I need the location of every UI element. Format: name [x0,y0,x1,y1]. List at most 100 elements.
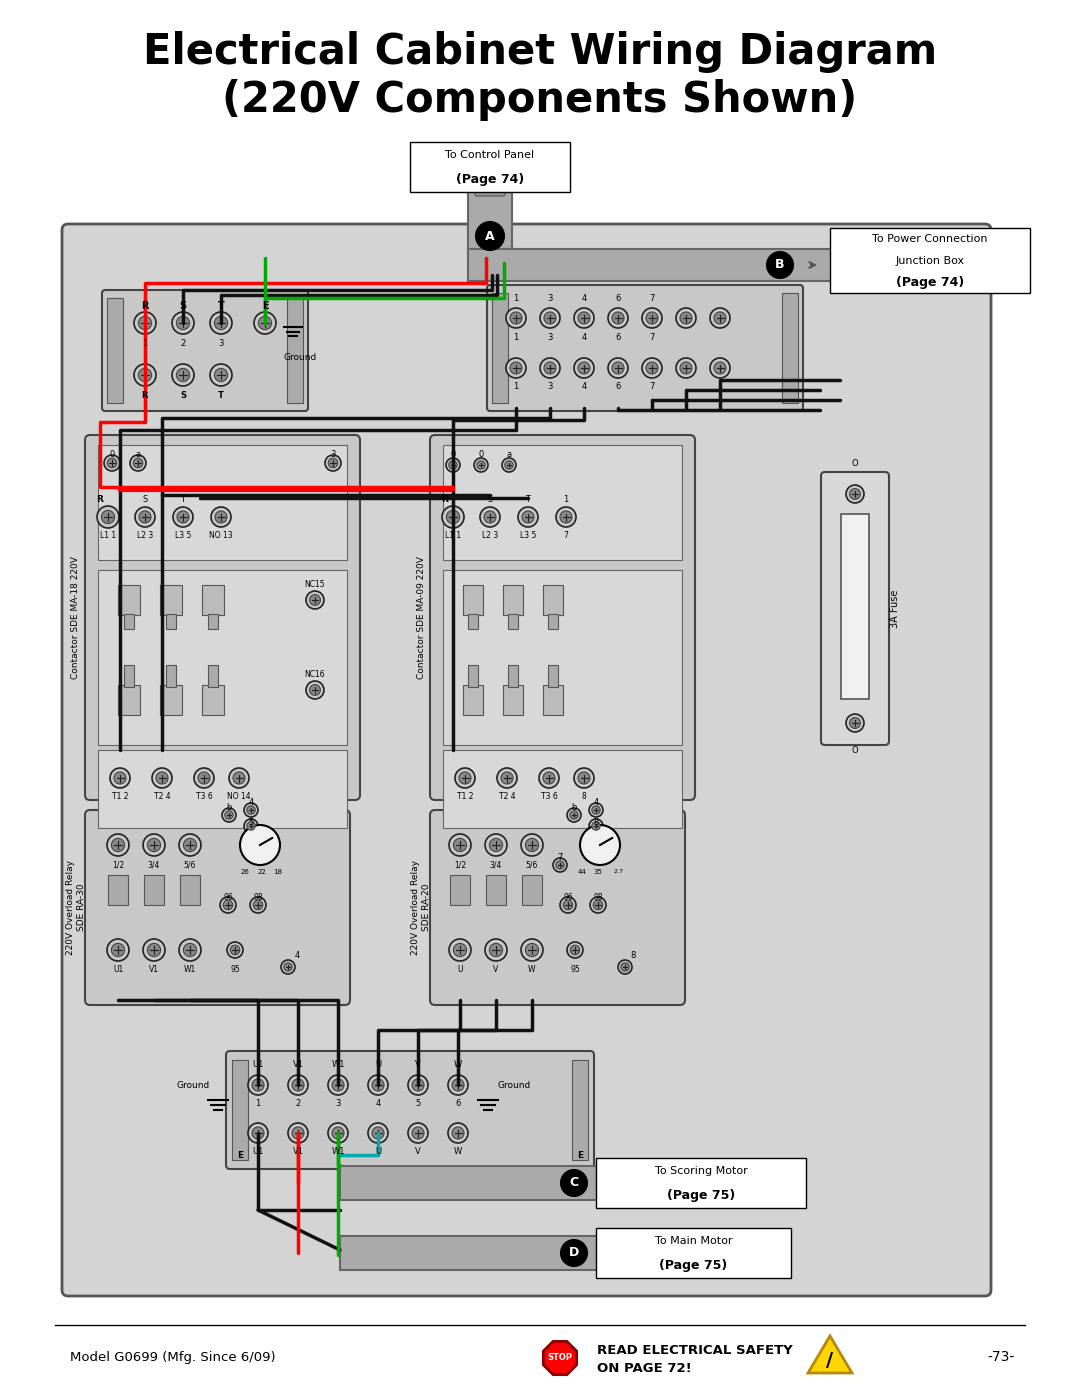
Text: 3: 3 [548,293,553,303]
Circle shape [222,807,237,821]
Text: To Power Connection: To Power Connection [873,233,988,244]
Bar [118,685,140,715]
Text: W1: W1 [184,965,197,974]
Text: a: a [507,450,512,460]
Bar [98,570,347,745]
Circle shape [561,1171,588,1196]
Text: (Page 75): (Page 75) [666,1189,735,1201]
Circle shape [846,485,864,503]
Bar [107,298,123,402]
Text: 35: 35 [594,869,603,875]
Text: 3: 3 [335,1099,340,1108]
Text: S: S [179,300,187,312]
Text: E: E [577,1151,583,1160]
Text: b: b [571,803,577,812]
Text: 2: 2 [180,339,186,348]
Text: (Page 74): (Page 74) [456,173,524,186]
Text: 98: 98 [253,893,262,902]
Circle shape [502,458,516,472]
Text: E: E [237,1151,243,1160]
Text: 1: 1 [513,332,518,342]
Text: L3 5: L3 5 [175,531,191,541]
Text: 0: 0 [478,450,484,460]
Circle shape [621,963,630,971]
Bar [98,446,347,560]
Text: To Control Panel: To Control Panel [445,149,535,159]
Text: NO 14: NO 14 [227,792,251,800]
Text: O: O [852,460,859,468]
Circle shape [608,358,627,379]
Bar [98,750,347,828]
Circle shape [544,362,556,374]
Text: R: R [141,391,148,400]
Circle shape [156,773,168,784]
Text: (Page 74): (Page 74) [896,275,964,289]
Text: 96: 96 [224,893,233,902]
Circle shape [328,1076,348,1095]
Circle shape [714,312,726,324]
Bar [340,1236,598,1270]
Bar [543,585,563,615]
Circle shape [288,1076,308,1095]
Text: W: W [454,1147,462,1155]
Text: NC15: NC15 [305,580,325,590]
Circle shape [556,507,576,527]
Text: T1 2: T1 2 [111,792,129,800]
Text: To Main Motor: To Main Motor [654,1235,732,1246]
Circle shape [850,718,861,728]
Circle shape [244,803,258,817]
Circle shape [254,312,276,334]
Circle shape [476,222,504,250]
Circle shape [252,1127,264,1139]
Circle shape [179,939,201,961]
Circle shape [454,838,467,852]
Circle shape [114,773,126,784]
Text: 8: 8 [593,819,598,827]
Circle shape [510,362,522,374]
Bar [144,875,164,905]
Circle shape [561,1241,588,1266]
Circle shape [642,307,662,328]
Circle shape [543,773,555,784]
Circle shape [525,838,539,852]
Text: 1: 1 [143,339,148,348]
Text: L2 3: L2 3 [137,531,153,541]
Circle shape [501,773,513,784]
Text: 1/2: 1/2 [454,861,467,869]
Polygon shape [543,1341,577,1375]
Circle shape [589,819,603,833]
Text: Contactor SDE MA-18 220V: Contactor SDE MA-18 220V [71,556,81,679]
Bar [166,665,176,687]
Bar [443,570,681,745]
Text: Contactor SDE MA-09 220V: Contactor SDE MA-09 220V [417,556,426,679]
Text: 1: 1 [513,293,518,303]
Bar [202,585,224,615]
Circle shape [540,358,561,379]
Circle shape [411,1078,424,1091]
FancyBboxPatch shape [430,434,696,800]
Circle shape [281,960,295,974]
Text: 7: 7 [564,531,568,541]
Text: 26: 26 [241,869,249,875]
Text: 220V Overload Relay
SDE RA-30: 220V Overload Relay SDE RA-30 [66,861,85,956]
Text: Junction Box: Junction Box [895,256,964,265]
Circle shape [521,834,543,856]
Text: 5/6: 5/6 [526,861,538,869]
Circle shape [578,362,590,374]
Circle shape [646,312,658,324]
Bar [124,615,134,629]
Circle shape [480,507,500,527]
Circle shape [225,810,233,819]
Text: E: E [261,300,268,312]
Circle shape [252,1078,264,1091]
Circle shape [184,838,197,852]
Circle shape [325,455,341,471]
Circle shape [215,369,228,381]
Circle shape [172,365,194,386]
Circle shape [448,1123,468,1143]
Circle shape [680,362,692,374]
Circle shape [111,838,124,852]
Text: 6: 6 [616,293,621,303]
Bar [180,875,200,905]
Bar [410,142,570,191]
